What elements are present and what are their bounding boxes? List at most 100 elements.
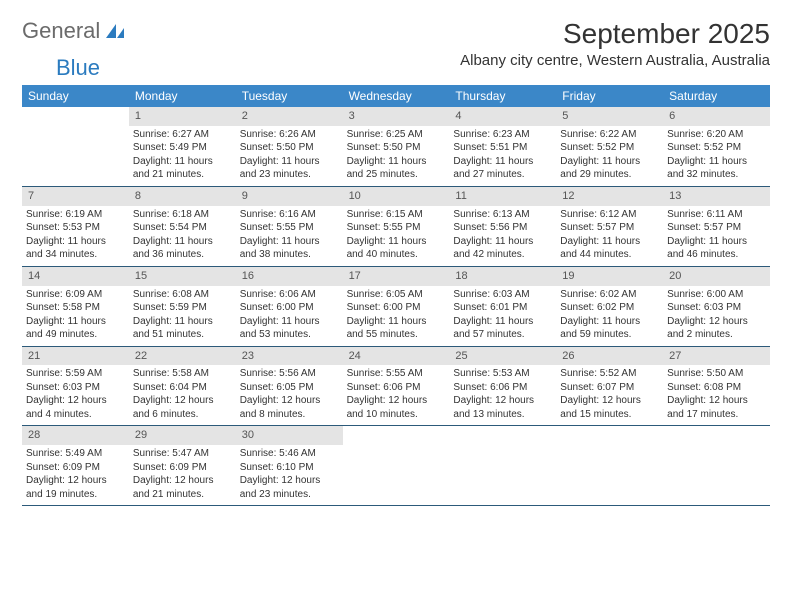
day-content: Sunrise: 6:09 AMSunset: 5:58 PMDaylight:… [22, 286, 129, 346]
day-cell: 11Sunrise: 6:13 AMSunset: 5:56 PMDayligh… [449, 187, 556, 266]
sunset-text: Sunset: 6:06 PM [453, 381, 552, 395]
sunset-text: Sunset: 6:04 PM [133, 381, 232, 395]
day-content: Sunrise: 6:23 AMSunset: 5:51 PMDaylight:… [449, 126, 556, 186]
day-content: Sunrise: 6:08 AMSunset: 5:59 PMDaylight:… [129, 286, 236, 346]
sunrise-text: Sunrise: 6:08 AM [133, 288, 232, 302]
day-cell: 14Sunrise: 6:09 AMSunset: 5:58 PMDayligh… [22, 267, 129, 346]
day-cell: 25Sunrise: 5:53 AMSunset: 6:06 PMDayligh… [449, 347, 556, 426]
day-cell: 30Sunrise: 5:46 AMSunset: 6:10 PMDayligh… [236, 426, 343, 505]
day-number: 1 [129, 107, 236, 126]
day-cell: 1Sunrise: 6:27 AMSunset: 5:49 PMDaylight… [129, 107, 236, 186]
day-content: Sunrise: 6:00 AMSunset: 6:03 PMDaylight:… [663, 286, 770, 346]
day-number: 11 [449, 187, 556, 206]
daylight-text: Daylight: 11 hours and 36 minutes. [133, 235, 232, 262]
daylight-text: Daylight: 11 hours and 23 minutes. [240, 155, 339, 182]
day-content: Sunrise: 5:47 AMSunset: 6:09 PMDaylight:… [129, 445, 236, 505]
day-cell: 23Sunrise: 5:56 AMSunset: 6:05 PMDayligh… [236, 347, 343, 426]
sunrise-text: Sunrise: 6:06 AM [240, 288, 339, 302]
day-header-sat: Saturday [663, 85, 770, 107]
sunrise-text: Sunrise: 5:59 AM [26, 367, 125, 381]
logo: General [22, 18, 126, 44]
logo-text-1: General [22, 18, 100, 44]
sunset-text: Sunset: 6:05 PM [240, 381, 339, 395]
day-number: 17 [343, 267, 450, 286]
day-cell: 27Sunrise: 5:50 AMSunset: 6:08 PMDayligh… [663, 347, 770, 426]
day-cell: 18Sunrise: 6:03 AMSunset: 6:01 PMDayligh… [449, 267, 556, 346]
sunset-text: Sunset: 5:51 PM [453, 141, 552, 155]
day-content: Sunrise: 5:58 AMSunset: 6:04 PMDaylight:… [129, 365, 236, 425]
calendar: Sunday Monday Tuesday Wednesday Thursday… [22, 85, 770, 506]
day-content: Sunrise: 6:20 AMSunset: 5:52 PMDaylight:… [663, 126, 770, 186]
sunset-text: Sunset: 5:52 PM [667, 141, 766, 155]
day-cell: 3Sunrise: 6:25 AMSunset: 5:50 PMDaylight… [343, 107, 450, 186]
sunset-text: Sunset: 5:50 PM [240, 141, 339, 155]
day-number: 30 [236, 426, 343, 445]
day-number: 24 [343, 347, 450, 366]
day-number: 6 [663, 107, 770, 126]
day-header-tue: Tuesday [236, 85, 343, 107]
sunrise-text: Sunrise: 5:56 AM [240, 367, 339, 381]
day-number: 20 [663, 267, 770, 286]
daylight-text: Daylight: 11 hours and 46 minutes. [667, 235, 766, 262]
day-number: 5 [556, 107, 663, 126]
sunset-text: Sunset: 6:00 PM [347, 301, 446, 315]
day-content: Sunrise: 5:46 AMSunset: 6:10 PMDaylight:… [236, 445, 343, 505]
daylight-text: Daylight: 11 hours and 51 minutes. [133, 315, 232, 342]
sunrise-text: Sunrise: 5:55 AM [347, 367, 446, 381]
day-cell: 10Sunrise: 6:15 AMSunset: 5:55 PMDayligh… [343, 187, 450, 266]
sunset-text: Sunset: 6:08 PM [667, 381, 766, 395]
daylight-text: Daylight: 12 hours and 4 minutes. [26, 394, 125, 421]
day-content: Sunrise: 6:05 AMSunset: 6:00 PMDaylight:… [343, 286, 450, 346]
day-number: 3 [343, 107, 450, 126]
day-header-fri: Friday [556, 85, 663, 107]
sunset-text: Sunset: 5:58 PM [26, 301, 125, 315]
day-content: Sunrise: 6:26 AMSunset: 5:50 PMDaylight:… [236, 126, 343, 186]
daylight-text: Daylight: 11 hours and 40 minutes. [347, 235, 446, 262]
day-number: 2 [236, 107, 343, 126]
day-number: 23 [236, 347, 343, 366]
sunrise-text: Sunrise: 6:20 AM [667, 128, 766, 142]
daylight-text: Daylight: 11 hours and 21 minutes. [133, 155, 232, 182]
sunset-text: Sunset: 6:10 PM [240, 461, 339, 475]
day-content: Sunrise: 6:19 AMSunset: 5:53 PMDaylight:… [22, 206, 129, 266]
sunset-text: Sunset: 6:06 PM [347, 381, 446, 395]
daylight-text: Daylight: 12 hours and 19 minutes. [26, 474, 125, 501]
day-number: 16 [236, 267, 343, 286]
sunrise-text: Sunrise: 6:00 AM [667, 288, 766, 302]
day-number: 21 [22, 347, 129, 366]
day-cell [343, 426, 450, 505]
day-content: Sunrise: 6:15 AMSunset: 5:55 PMDaylight:… [343, 206, 450, 266]
sunrise-text: Sunrise: 5:53 AM [453, 367, 552, 381]
sunrise-text: Sunrise: 6:26 AM [240, 128, 339, 142]
day-content: Sunrise: 5:53 AMSunset: 6:06 PMDaylight:… [449, 365, 556, 425]
day-cell: 16Sunrise: 6:06 AMSunset: 6:00 PMDayligh… [236, 267, 343, 346]
month-title: September 2025 [460, 18, 770, 50]
day-content: Sunrise: 5:52 AMSunset: 6:07 PMDaylight:… [556, 365, 663, 425]
day-header-sun: Sunday [22, 85, 129, 107]
day-header-wed: Wednesday [343, 85, 450, 107]
sunset-text: Sunset: 6:07 PM [560, 381, 659, 395]
day-number: 10 [343, 187, 450, 206]
sunrise-text: Sunrise: 5:50 AM [667, 367, 766, 381]
day-content: Sunrise: 5:50 AMSunset: 6:08 PMDaylight:… [663, 365, 770, 425]
day-cell: 13Sunrise: 6:11 AMSunset: 5:57 PMDayligh… [663, 187, 770, 266]
daylight-text: Daylight: 11 hours and 42 minutes. [453, 235, 552, 262]
sunrise-text: Sunrise: 6:19 AM [26, 208, 125, 222]
sunset-text: Sunset: 6:03 PM [667, 301, 766, 315]
sunrise-text: Sunrise: 5:49 AM [26, 447, 125, 461]
week-row: 7Sunrise: 6:19 AMSunset: 5:53 PMDaylight… [22, 187, 770, 267]
daylight-text: Daylight: 12 hours and 15 minutes. [560, 394, 659, 421]
sunset-text: Sunset: 5:55 PM [240, 221, 339, 235]
sunset-text: Sunset: 6:09 PM [133, 461, 232, 475]
daylight-text: Daylight: 11 hours and 55 minutes. [347, 315, 446, 342]
sunset-text: Sunset: 6:00 PM [240, 301, 339, 315]
day-content: Sunrise: 5:49 AMSunset: 6:09 PMDaylight:… [22, 445, 129, 505]
day-content: Sunrise: 6:06 AMSunset: 6:00 PMDaylight:… [236, 286, 343, 346]
week-row: 1Sunrise: 6:27 AMSunset: 5:49 PMDaylight… [22, 107, 770, 187]
day-cell: 15Sunrise: 6:08 AMSunset: 5:59 PMDayligh… [129, 267, 236, 346]
day-content: Sunrise: 6:25 AMSunset: 5:50 PMDaylight:… [343, 126, 450, 186]
daylight-text: Daylight: 11 hours and 38 minutes. [240, 235, 339, 262]
sunset-text: Sunset: 6:01 PM [453, 301, 552, 315]
day-number: 29 [129, 426, 236, 445]
day-content: Sunrise: 6:03 AMSunset: 6:01 PMDaylight:… [449, 286, 556, 346]
